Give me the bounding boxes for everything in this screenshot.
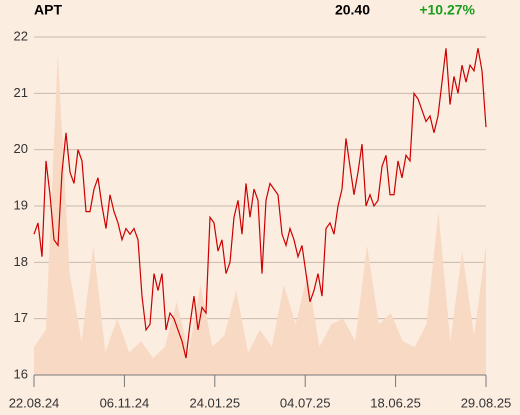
x-tick-label: 06.11.24 [100,395,150,410]
y-tick-label: 21 [14,85,28,100]
y-tick-label: 22 [14,28,28,43]
y-tick-label: 16 [14,366,28,381]
price: 20.40 [335,2,370,18]
x-tick-label: 29.08.25 [461,395,512,410]
ticker: APT [34,2,62,18]
y-tick-label: 20 [14,141,28,156]
x-tick-label: 22.08.24 [9,395,60,410]
price-line [33,48,487,359]
x-tick-label: 04.07.25 [280,395,331,410]
y-tick-label: 19 [14,197,28,212]
x-tick-label: 18.06.25 [370,395,421,410]
change: +10.27% [419,2,475,18]
y-tick-label: 18 [14,254,28,269]
x-tick-label: 24.01.25 [189,395,240,410]
volume-area [34,53,486,376]
y-tick-label: 17 [14,310,28,325]
